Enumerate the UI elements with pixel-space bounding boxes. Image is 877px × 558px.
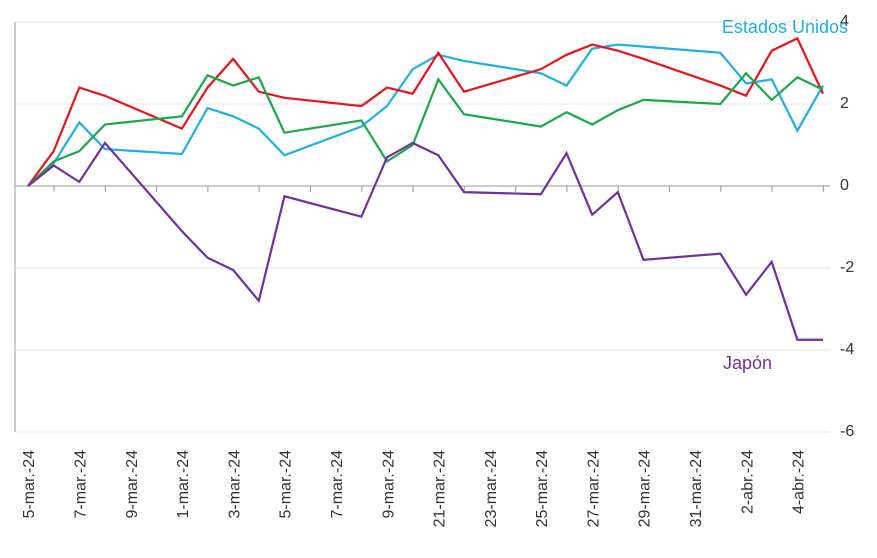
x-tick-label: 7-mar.-24 [329, 450, 346, 519]
y-tick-label: 4 [840, 13, 849, 30]
series-label: Japón [723, 353, 772, 373]
x-tick-label: 9-mar.-24 [124, 450, 141, 519]
x-tick-label: 23-mar.-24 [483, 450, 500, 527]
x-tick-label: 9-mar.-24 [380, 450, 397, 519]
line [27, 141, 823, 341]
x-tick-label: 5-mar.-24 [278, 450, 295, 519]
line [27, 36, 824, 187]
x-tick-label: 4-abr.-24 [791, 450, 808, 514]
x-tick-label: 31-mar.-24 [688, 450, 705, 527]
series-label: Estados Unidos [722, 17, 848, 37]
y-tick-label: -2 [840, 259, 854, 276]
y-tick-label: 2 [840, 95, 849, 112]
line [27, 71, 824, 187]
x-tick-label: 2-abr.-24 [739, 450, 756, 514]
x-tick-label: 25-mar.-24 [534, 450, 551, 527]
line [27, 43, 824, 187]
x-tick-label: 7-mar.-24 [73, 450, 90, 519]
x-tick-label: 29-mar.-24 [637, 450, 654, 527]
x-tick-label: 27-mar.-24 [585, 450, 602, 527]
x-tick-label: 3-mar.-24 [226, 450, 243, 519]
y-tick-label: 0 [840, 177, 849, 194]
x-tick-label: 1-mar.-24 [175, 450, 192, 519]
x-tick-label: 21-mar.-24 [432, 450, 449, 527]
x-tick-label: 5-mar.-24 [21, 450, 38, 519]
y-tick-label: -6 [840, 423, 854, 440]
y-tick-label: -4 [840, 341, 854, 358]
